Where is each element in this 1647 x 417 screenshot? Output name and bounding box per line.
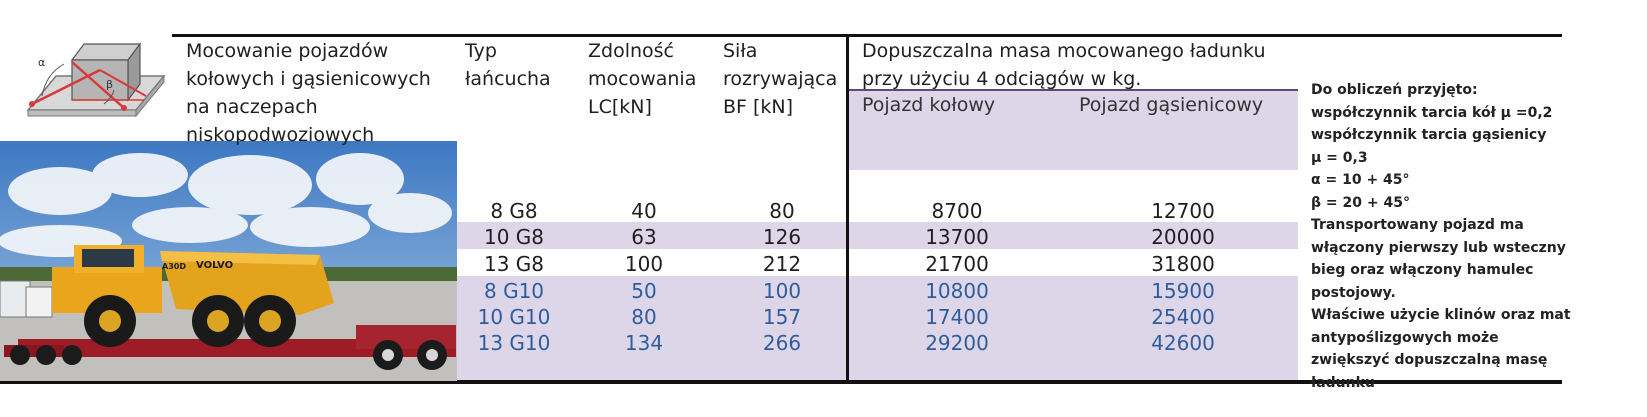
col-header-breaking-force: Siła rozrywająca BF [kN] (723, 40, 838, 118)
cell-tracked: 42600 (1151, 331, 1215, 355)
cell-bf: 266 (762, 331, 802, 355)
col-header-tracked: Pojazd gąsienicowy (1079, 94, 1264, 116)
mass-header-rule (849, 89, 1298, 91)
col-header-lashing-capacity: Zdolność mocowania LC[kN] (588, 40, 697, 118)
cell-chain-type: 8 G10 (483, 279, 545, 303)
truck-photo: VOLVO A30D (0, 141, 457, 381)
cell-chain-type: 10 G10 (477, 305, 551, 329)
lashing-diagram: α β (26, 42, 166, 118)
calculation-notes: Do obliczeń przyjęto: współczynnik tarci… (1311, 82, 1571, 391)
alpha-label: α (38, 56, 45, 69)
col-header-chain-type: Typ łańcucha (465, 40, 551, 90)
cell-chain-type: 13 G8 (483, 252, 545, 276)
cell-tracked: 31800 (1151, 252, 1215, 276)
row-band-5 (456, 303, 1298, 330)
top-rule (172, 34, 1562, 37)
cell-chain-type: 13 G10 (477, 331, 551, 355)
header-band-mass (848, 90, 1298, 170)
cell-wheeled: 21700 (925, 252, 989, 276)
bottom-rule (0, 380, 1562, 384)
cell-lc: 50 (631, 279, 657, 303)
col-header-wheeled: Pojazd kołowy (862, 94, 996, 116)
cell-bf: 157 (762, 305, 802, 329)
cell-chain-type: 10 G8 (483, 225, 545, 249)
truck-model: A30D (162, 262, 186, 271)
cell-lc: 63 (631, 225, 657, 249)
cell-wheeled: 29200 (925, 331, 989, 355)
cell-lc: 80 (631, 305, 657, 329)
cell-lc: 40 (631, 199, 657, 223)
row-band-2 (456, 222, 1298, 249)
cell-bf: 80 (769, 199, 795, 223)
cell-tracked: 12700 (1151, 199, 1215, 223)
cell-wheeled: 17400 (925, 305, 989, 329)
cell-tracked: 20000 (1151, 225, 1215, 249)
cell-tracked: 25400 (1151, 305, 1215, 329)
cell-lc: 100 (624, 252, 664, 276)
cell-wheeled: 8700 (931, 199, 983, 223)
beta-label: β (106, 78, 113, 91)
section-title: Mocowanie pojazdów kołowych i gąsienicow… (186, 40, 431, 146)
row-band-6 (456, 330, 1298, 380)
vertical-divider (846, 36, 849, 382)
cell-lc: 134 (624, 331, 664, 355)
row-band-4 (456, 276, 1298, 303)
truck-brand: VOLVO (196, 260, 233, 271)
cell-bf: 100 (762, 279, 802, 303)
cell-bf: 126 (762, 225, 802, 249)
cell-bf: 212 (762, 252, 802, 276)
cell-tracked: 15900 (1151, 279, 1215, 303)
cell-wheeled: 13700 (925, 225, 989, 249)
cell-wheeled: 10800 (925, 279, 989, 303)
mass-section-title: Dopuszczalna masa mocowanego ładunku prz… (862, 40, 1266, 90)
cell-chain-type: 8 G8 (490, 199, 538, 223)
